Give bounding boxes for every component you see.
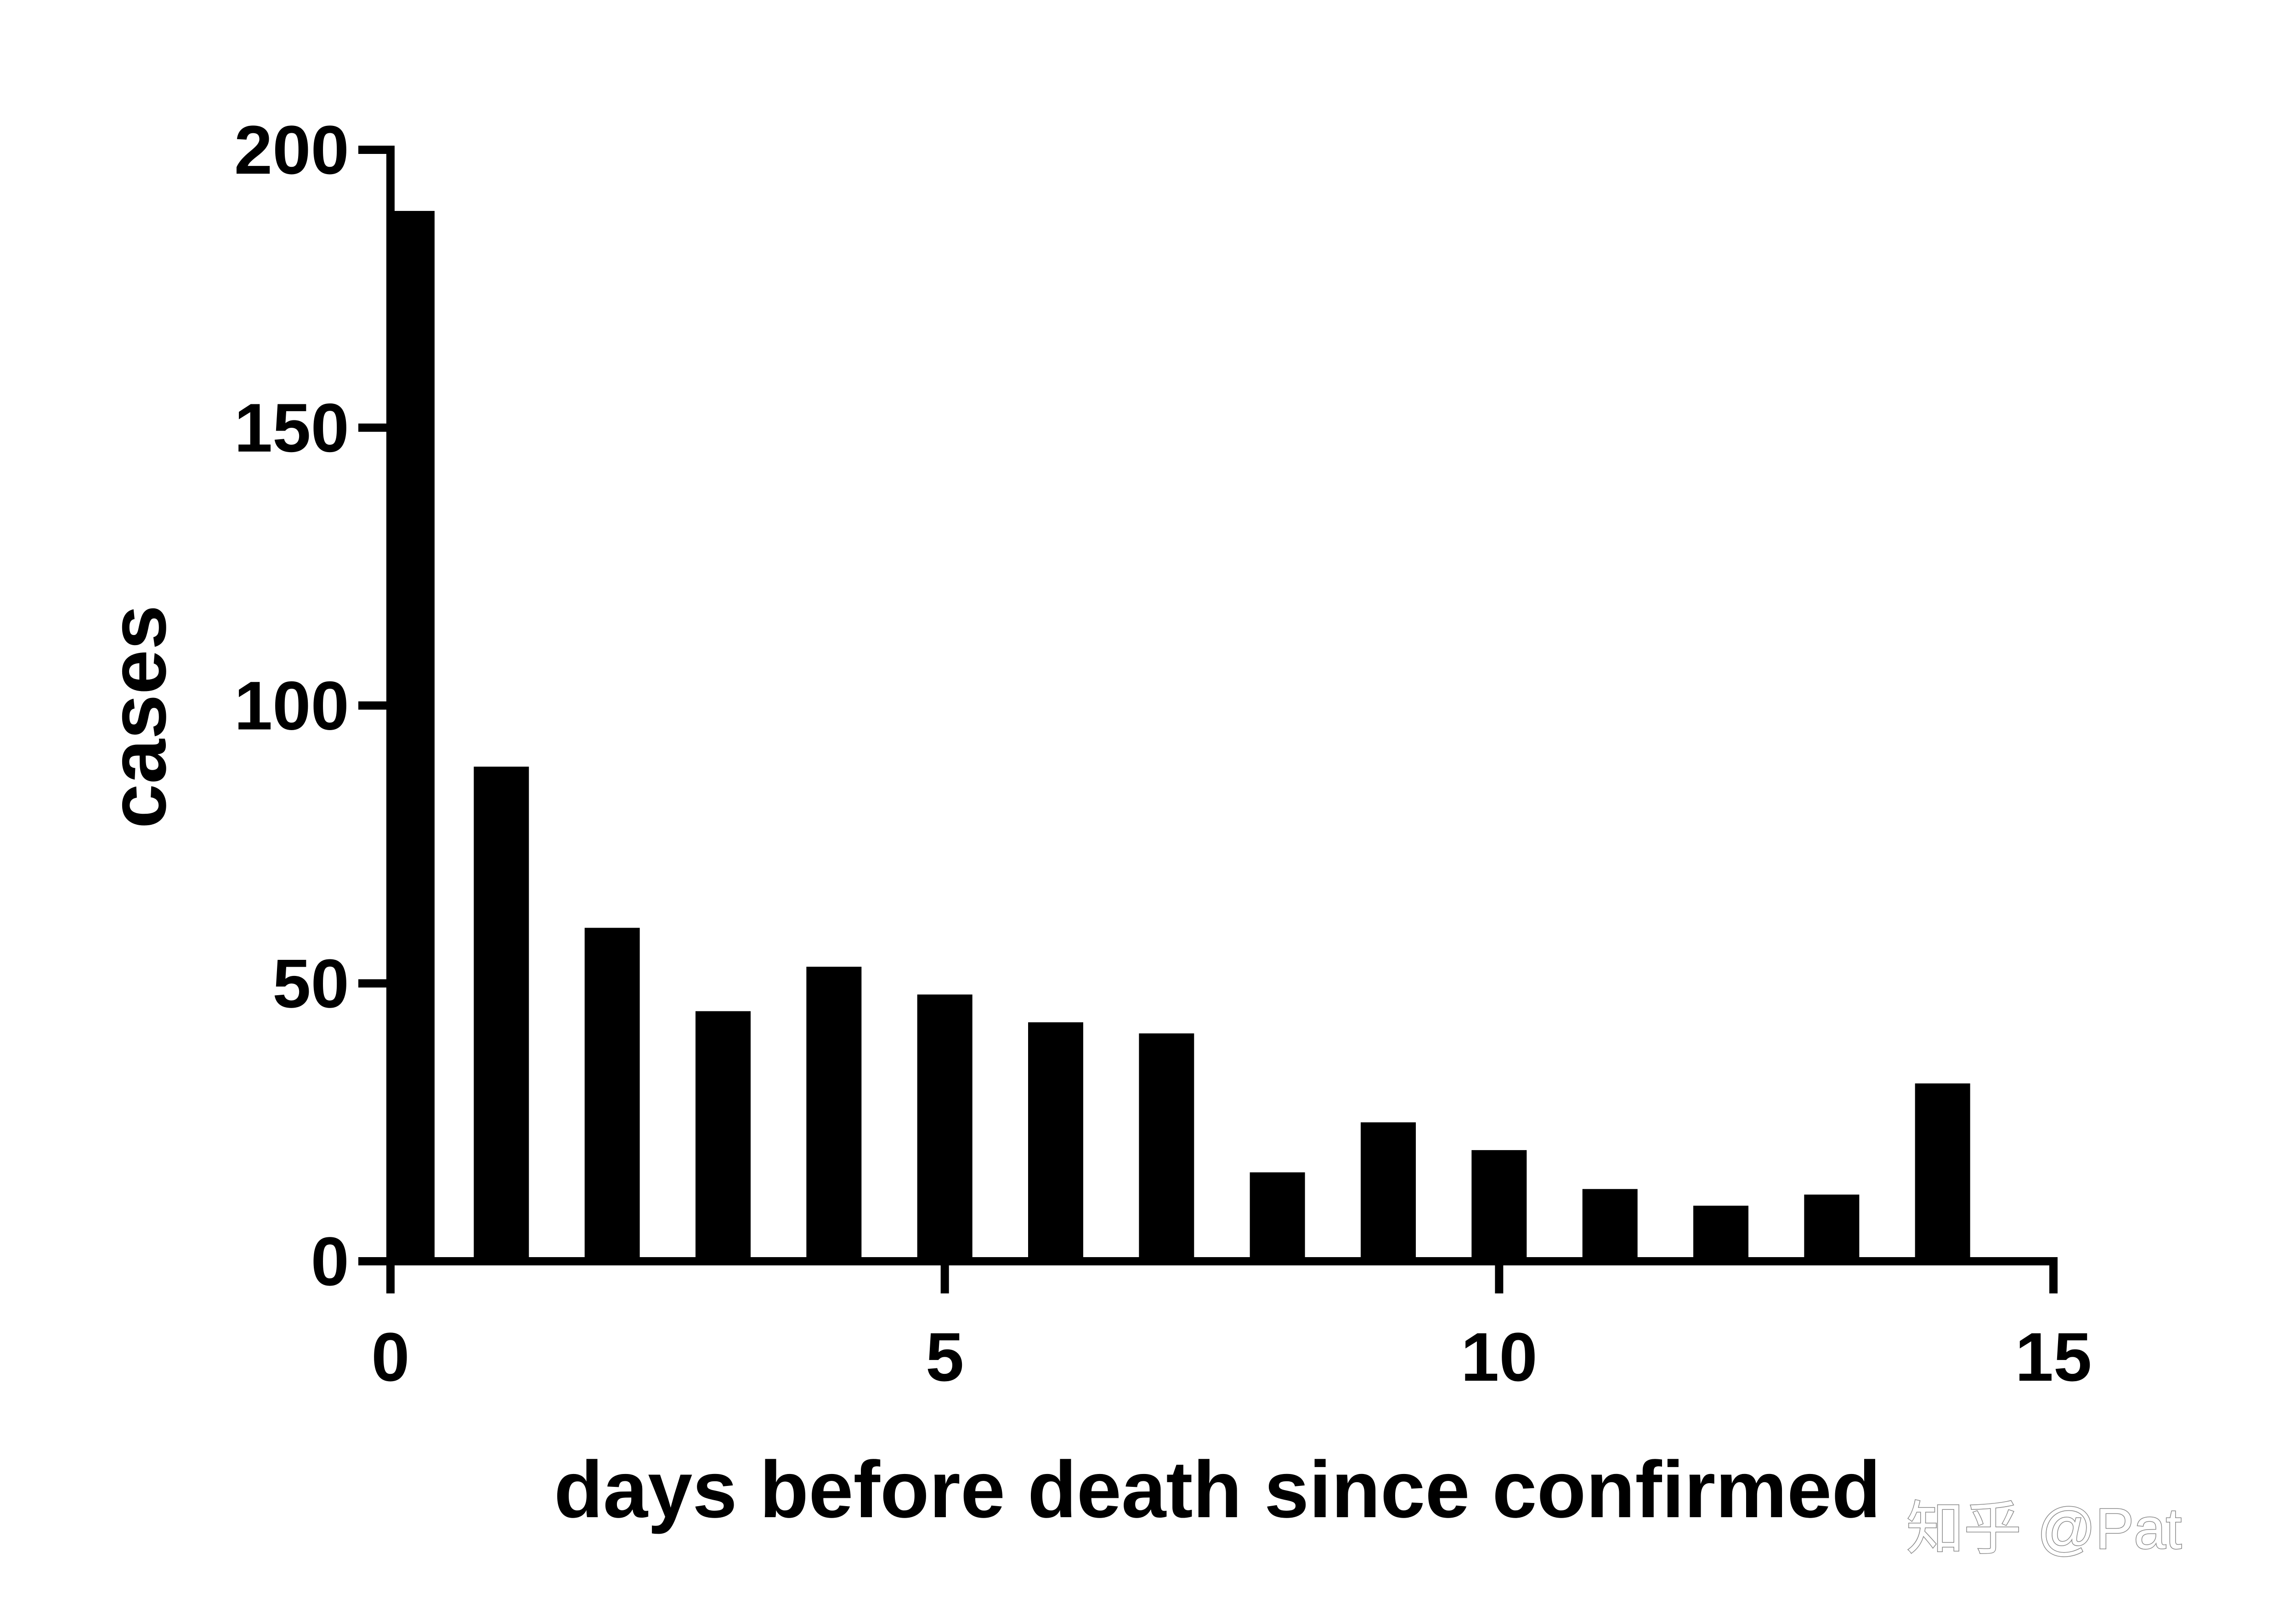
y-tick-label-150: 150 [234, 389, 349, 466]
y-axis-label: cases [93, 605, 183, 829]
bar-day-9 [1361, 1122, 1416, 1261]
x-axis-label: days before death since confirmed [554, 1445, 1881, 1535]
x-tick-label-10: 10 [1461, 1318, 1538, 1395]
bar-day-5 [917, 994, 973, 1261]
bar-day-14 [1915, 1083, 1970, 1261]
y-tick-label-200: 200 [234, 111, 349, 188]
bar-day-4 [806, 966, 862, 1261]
watermark: 知乎 @Pat [1906, 1497, 2182, 1561]
bars-group [390, 211, 1970, 1262]
bar-day-3 [696, 1011, 751, 1261]
y-tick-label-100: 100 [234, 667, 349, 744]
x-tick-label-15: 15 [2015, 1318, 2092, 1395]
bar-day-12 [1693, 1206, 1748, 1261]
bar-day-1 [474, 766, 529, 1261]
y-tick-label-50: 50 [272, 945, 349, 1022]
bar-day-7 [1139, 1033, 1194, 1261]
bar-day-2 [584, 928, 640, 1261]
x-tick-label-5: 5 [926, 1318, 964, 1395]
x-tick-label-0: 0 [371, 1318, 409, 1395]
y-tick-label-0: 0 [311, 1223, 349, 1300]
bar-day-6 [1028, 1022, 1083, 1261]
bar-day-10 [1471, 1150, 1527, 1261]
bar-day-8 [1250, 1172, 1305, 1261]
bar-day-0 [390, 211, 435, 1262]
bar-day-11 [1582, 1189, 1638, 1261]
bar-day-13 [1804, 1194, 1860, 1261]
ticks-group: 0 50 100 150 200 0 5 10 15 [234, 111, 2092, 1395]
